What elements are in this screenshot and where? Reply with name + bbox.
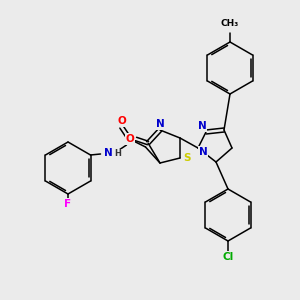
Text: H: H	[115, 149, 122, 158]
Text: CH₃: CH₃	[221, 19, 239, 28]
Text: N: N	[156, 119, 164, 129]
Text: N: N	[198, 121, 206, 131]
Text: N: N	[199, 147, 207, 157]
Text: F: F	[64, 199, 72, 209]
Text: O: O	[126, 134, 134, 144]
Text: O: O	[117, 116, 126, 126]
Text: N: N	[104, 148, 113, 158]
Text: Cl: Cl	[222, 252, 234, 262]
Text: S: S	[183, 153, 191, 163]
